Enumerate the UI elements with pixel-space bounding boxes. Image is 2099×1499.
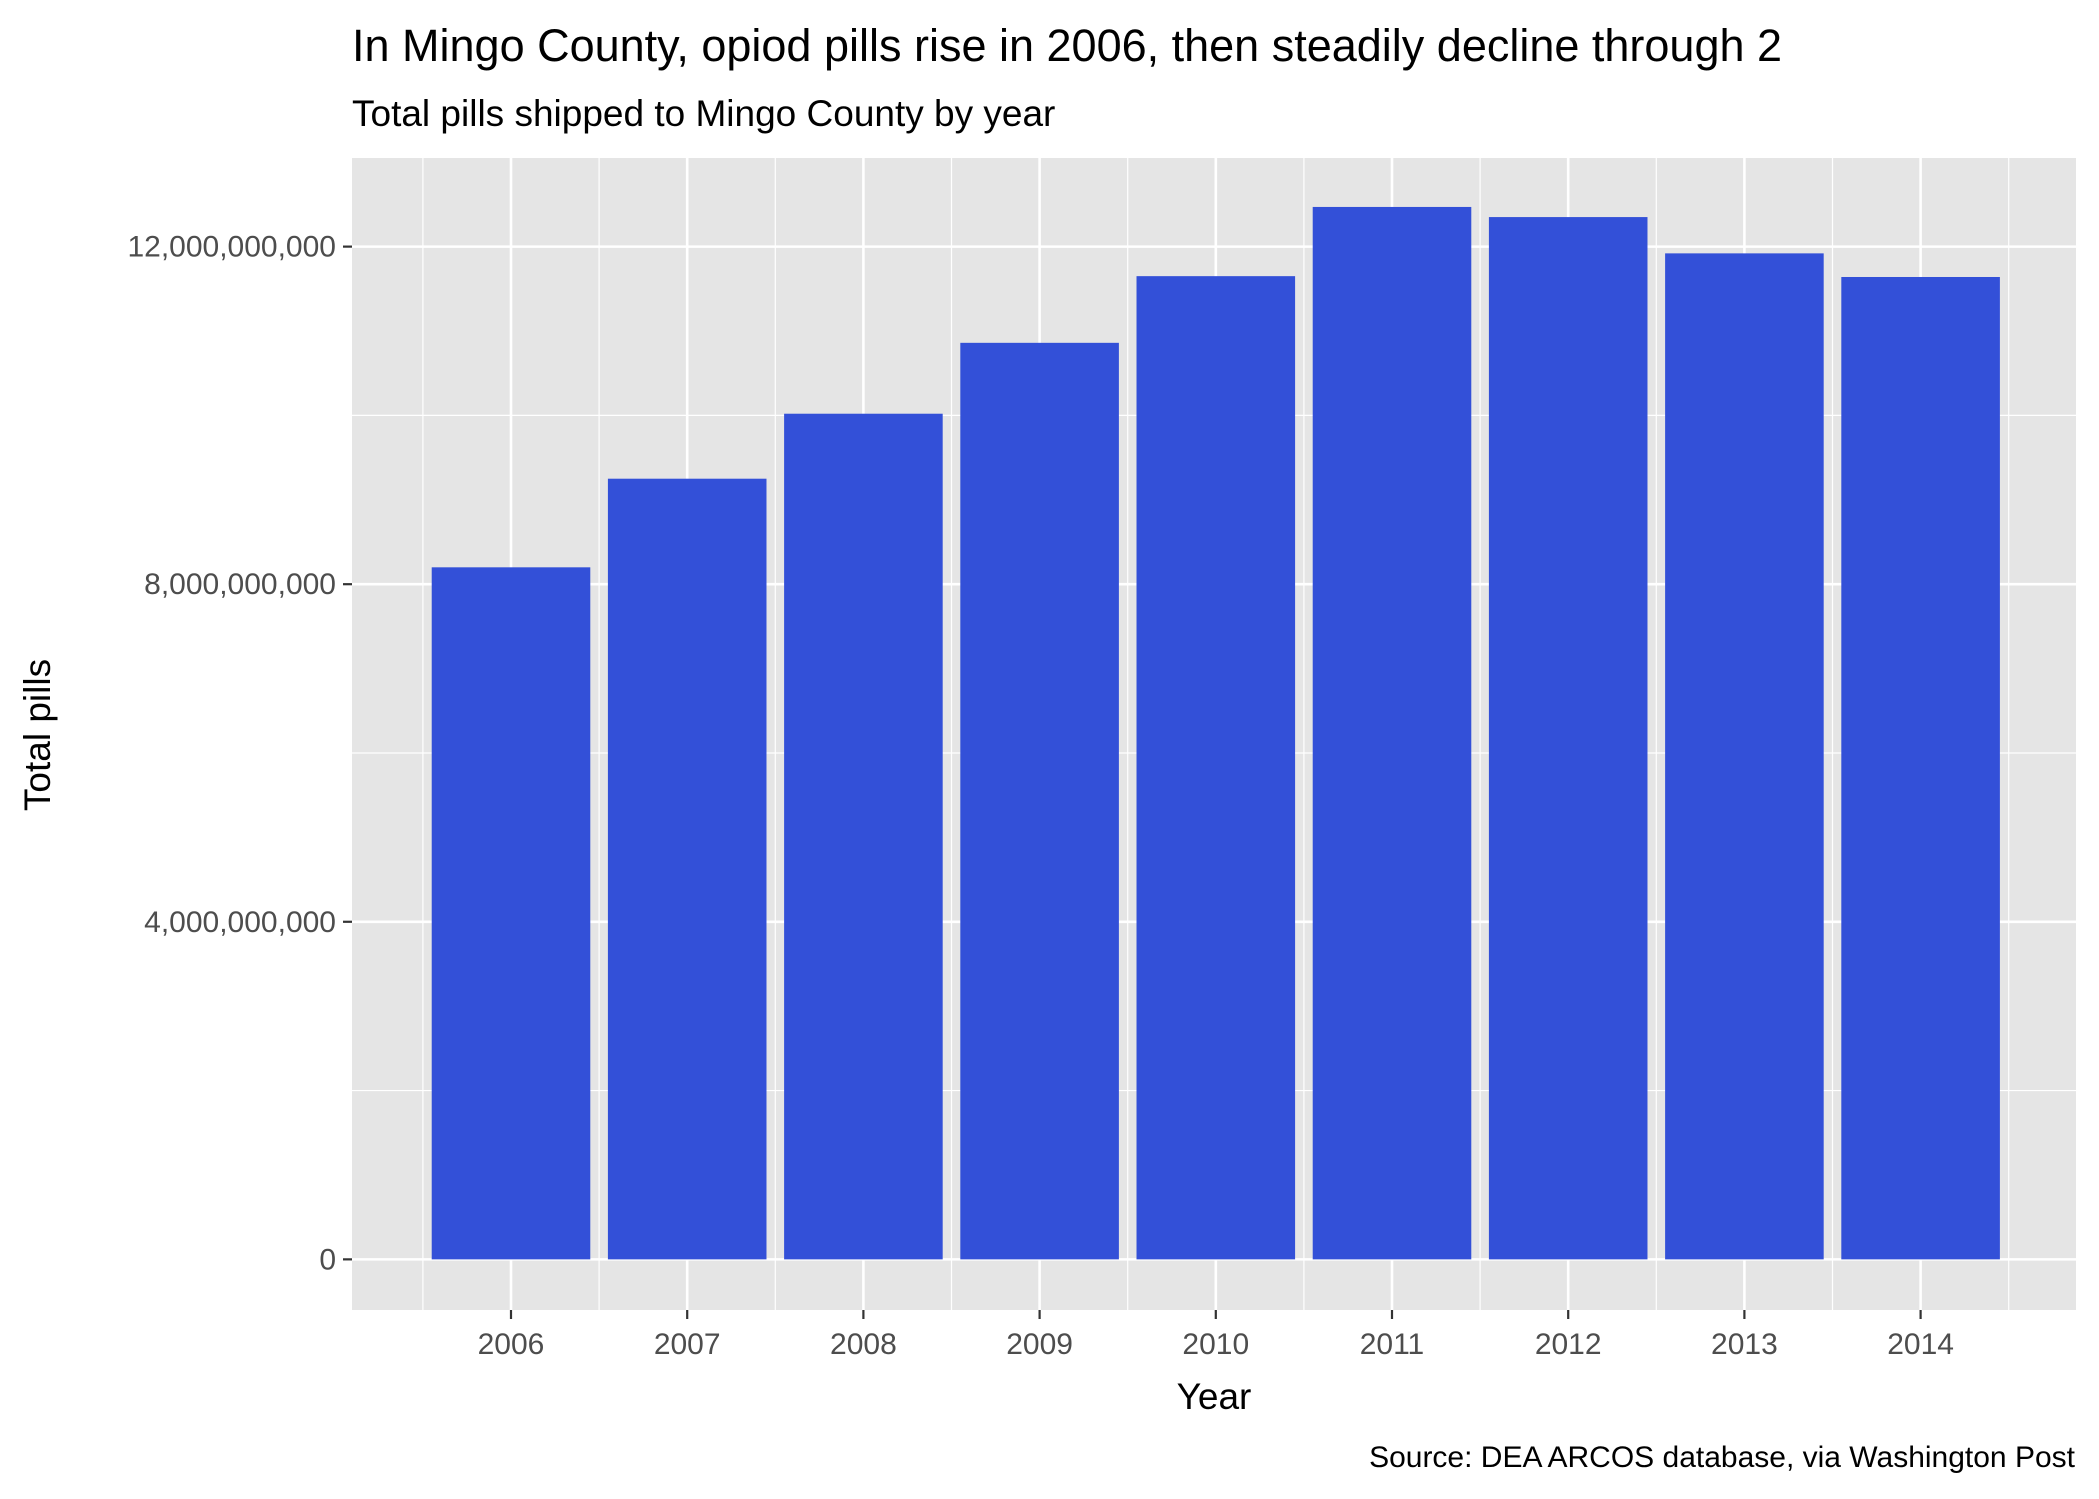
- x-tick-label: 2007: [654, 1328, 721, 1361]
- y-tick-label: 12,000,000,000: [127, 231, 336, 264]
- y-axis-title: Total pills: [17, 659, 58, 811]
- x-tick-label: 2014: [1887, 1328, 1954, 1361]
- y-tick-label: 0: [319, 1243, 336, 1276]
- x-tick-label: 2013: [1711, 1328, 1778, 1361]
- y-axis: 0 4,000,000,000 8,000,000,000 12,000,000,00…: [127, 231, 352, 1276]
- x-axis-title: Year: [1177, 1376, 1252, 1417]
- bar-2014: [1841, 276, 2000, 1260]
- bar-2011: [1312, 206, 1472, 1260]
- bar-2007: [607, 478, 767, 1260]
- x-tick-label: 2008: [830, 1328, 897, 1361]
- x-tick-label: 2006: [478, 1328, 545, 1361]
- y-tick-label: 4,000,000,000: [144, 906, 336, 939]
- x-tick-label: 2012: [1535, 1328, 1602, 1361]
- x-axis: 2006 2007 2008 2009 2010 2011 2012 2013 2014: [478, 1310, 1954, 1361]
- x-tick-label: 2011: [1360, 1328, 1425, 1361]
- chart-title: In Mingo County, opiod pills rise in 200…: [352, 20, 1782, 71]
- bar-2006: [431, 567, 591, 1260]
- bar-2008: [784, 413, 943, 1260]
- bar-2012: [1488, 217, 1648, 1260]
- bars: [431, 206, 2000, 1260]
- bar-2010: [1136, 276, 1296, 1260]
- bar-2009: [960, 342, 1119, 1260]
- bar-2013: [1665, 253, 1824, 1260]
- x-tick-label: 2010: [1182, 1328, 1249, 1361]
- chart-caption: Source: DEA ARCOS database, via Washingt…: [1369, 1441, 2076, 1474]
- y-tick-label: 8,000,000,000: [144, 568, 336, 601]
- chart-subtitle: Total pills shipped to Mingo County by y…: [352, 93, 1055, 134]
- x-tick-label: 2009: [1006, 1328, 1073, 1361]
